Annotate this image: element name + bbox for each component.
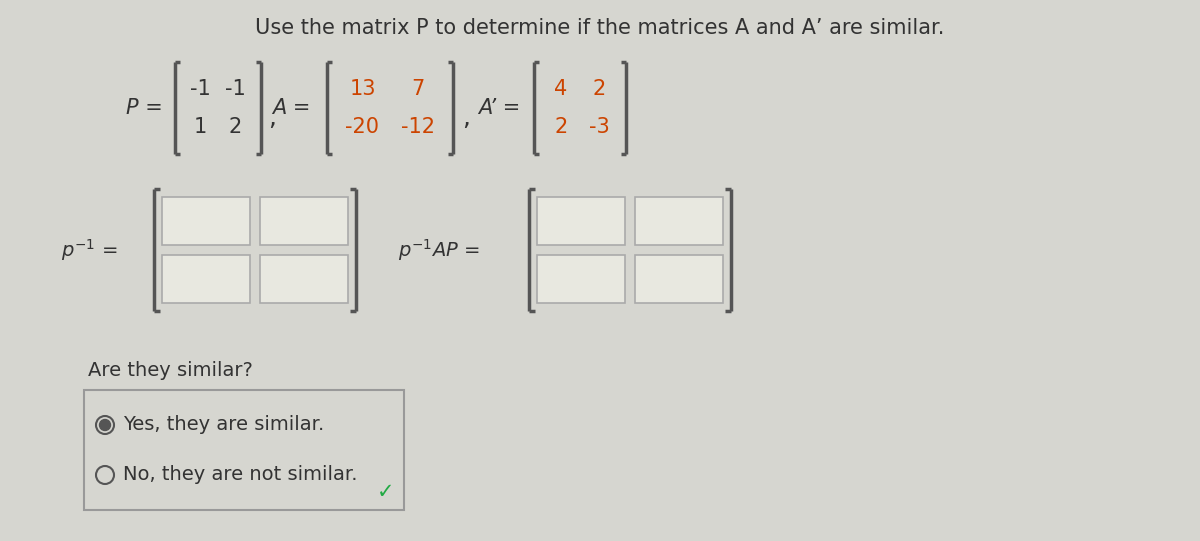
Text: -1: -1 [226, 79, 246, 99]
Text: 2: 2 [593, 79, 606, 99]
Text: 2: 2 [554, 117, 568, 137]
Bar [84, 390, 404, 510]
Text: 1: 1 [194, 117, 208, 137]
Text: Use the matrix P to determine if the matrices A and A’ are similar.: Use the matrix P to determine if the mat… [256, 18, 944, 38]
Bar [538, 255, 625, 303]
Text: ,: , [462, 106, 470, 130]
Text: $p^{-1}AP$ =: $p^{-1}AP$ = [398, 237, 480, 263]
Text: -20: -20 [346, 117, 379, 137]
Text: Yes, they are similar.: Yes, they are similar. [124, 415, 324, 434]
Text: -1: -1 [190, 79, 211, 99]
Text: -3: -3 [589, 117, 610, 137]
Text: 13: 13 [349, 79, 376, 99]
Text: 7: 7 [410, 79, 424, 99]
Bar [635, 197, 722, 245]
Text: -12: -12 [401, 117, 434, 137]
Bar [260, 197, 348, 245]
Bar [538, 197, 625, 245]
Bar [635, 255, 722, 303]
Bar [162, 197, 250, 245]
Text: Are they similar?: Are they similar? [88, 360, 253, 379]
Text: ✓: ✓ [377, 482, 395, 502]
Bar [162, 255, 250, 303]
Text: A’ =: A’ = [478, 98, 520, 118]
Text: A =: A = [271, 98, 310, 118]
Bar [260, 255, 348, 303]
Text: 4: 4 [554, 79, 568, 99]
Text: $p^{-1}$ =: $p^{-1}$ = [61, 237, 118, 263]
Text: ,: , [268, 106, 276, 130]
Text: P =: P = [126, 98, 163, 118]
Circle shape [100, 419, 110, 431]
Text: 2: 2 [229, 117, 242, 137]
Text: No, they are not similar.: No, they are not similar. [124, 465, 358, 485]
